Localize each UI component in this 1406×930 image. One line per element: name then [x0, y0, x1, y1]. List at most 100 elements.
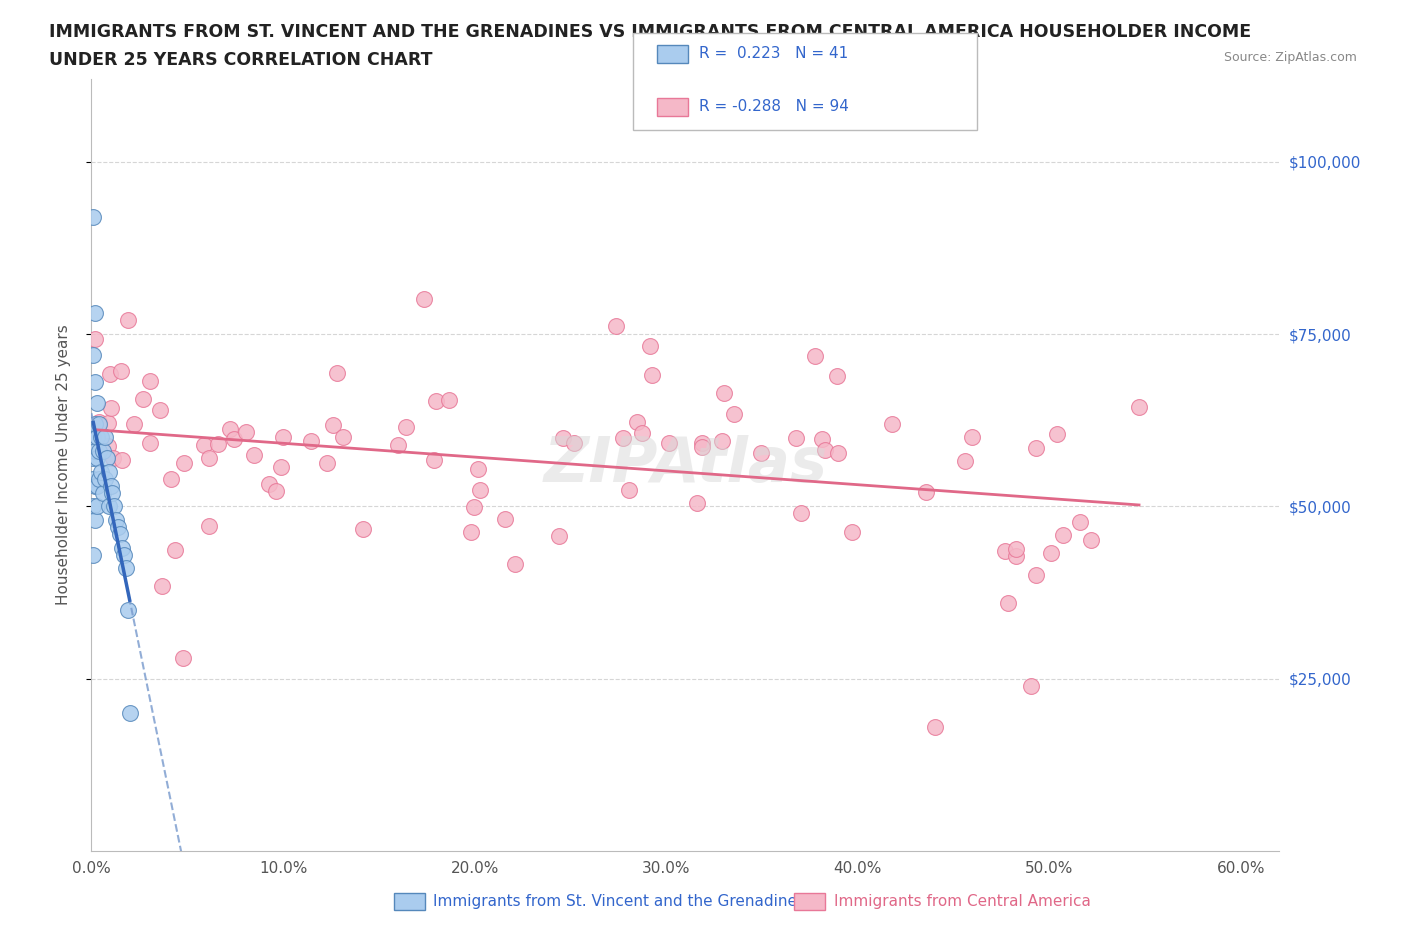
Point	[198, 518, 221, 533]
Point	[1039, 546, 1062, 561]
Point	[101, 485, 124, 500]
Point	[117, 603, 139, 618]
Point	[751, 445, 773, 460]
Point	[160, 472, 183, 486]
Text: R = -0.288   N = 94: R = -0.288 N = 94	[699, 100, 849, 114]
Point	[100, 478, 122, 493]
Point	[97, 438, 120, 453]
Point	[96, 451, 118, 466]
Point	[924, 720, 946, 735]
Text: UNDER 25 YEARS CORRELATION CHART: UNDER 25 YEARS CORRELATION CHART	[49, 51, 433, 69]
Point	[422, 452, 444, 467]
Point	[103, 450, 125, 465]
Point	[87, 415, 110, 430]
Point	[322, 418, 344, 432]
Point	[612, 431, 634, 445]
Point	[97, 464, 120, 479]
Point	[503, 557, 526, 572]
Point	[82, 430, 104, 445]
Text: Immigrants from St. Vincent and the Grenadines: Immigrants from St. Vincent and the Gren…	[433, 894, 806, 909]
Point	[437, 392, 460, 407]
Point	[86, 430, 108, 445]
Point	[107, 520, 129, 535]
Point	[564, 436, 586, 451]
Text: Immigrants from Central America: Immigrants from Central America	[834, 894, 1091, 909]
Text: IMMIGRANTS FROM ST. VINCENT AND THE GRENADINES VS IMMIGRANTS FROM CENTRAL AMERIC: IMMIGRANTS FROM ST. VINCENT AND THE GREN…	[49, 23, 1251, 41]
Point	[804, 349, 827, 364]
Point	[1025, 441, 1047, 456]
Point	[953, 454, 976, 469]
Point	[316, 456, 339, 471]
Point	[425, 394, 447, 409]
Point	[82, 209, 104, 224]
Point	[638, 339, 661, 353]
Point	[325, 365, 347, 380]
Point	[1004, 549, 1026, 564]
Point	[825, 368, 848, 383]
Point	[84, 478, 107, 493]
Point	[111, 540, 134, 555]
Point	[86, 478, 108, 493]
Point	[87, 472, 110, 486]
Point	[710, 433, 733, 448]
Point	[547, 528, 569, 543]
Point	[332, 430, 354, 445]
Point	[1052, 528, 1074, 543]
Point	[82, 347, 104, 362]
Point	[463, 499, 485, 514]
Point	[138, 374, 160, 389]
Point	[395, 419, 418, 434]
Point	[1019, 678, 1042, 693]
Point	[122, 416, 145, 431]
Point	[115, 561, 138, 576]
Point	[630, 426, 652, 441]
Point	[460, 525, 482, 539]
Point	[87, 417, 110, 432]
Point	[90, 430, 112, 445]
Text: ZIPAtlas: ZIPAtlas	[543, 435, 828, 495]
Point	[149, 402, 172, 417]
Point	[960, 429, 983, 444]
Point	[172, 651, 194, 666]
Point	[100, 366, 122, 381]
Point	[658, 436, 681, 451]
Point	[352, 522, 374, 537]
Point	[94, 472, 117, 486]
Y-axis label: Householder Income Under 25 years: Householder Income Under 25 years	[56, 325, 70, 605]
Point	[218, 421, 240, 436]
Point	[117, 312, 139, 327]
Point	[1069, 514, 1091, 529]
Point	[617, 483, 640, 498]
Point	[494, 512, 516, 526]
Point	[84, 375, 107, 390]
Point	[1004, 541, 1026, 556]
Point	[100, 401, 122, 416]
Point	[163, 542, 186, 557]
Point	[103, 498, 125, 513]
Point	[994, 543, 1017, 558]
Point	[811, 432, 834, 446]
Point	[105, 512, 128, 527]
Text: Source: ZipAtlas.com: Source: ZipAtlas.com	[1223, 51, 1357, 64]
Point	[87, 444, 110, 458]
Point	[257, 477, 280, 492]
Point	[91, 485, 114, 500]
Point	[686, 496, 709, 511]
Point	[413, 292, 436, 307]
Point	[827, 445, 849, 460]
Point	[690, 435, 713, 450]
Point	[112, 547, 135, 562]
Point	[139, 436, 162, 451]
Point	[84, 417, 107, 432]
Point	[1128, 400, 1150, 415]
Point	[467, 461, 489, 476]
Point	[271, 430, 294, 445]
Point	[84, 332, 107, 347]
Point	[84, 306, 107, 321]
Point	[84, 444, 107, 458]
Point	[173, 456, 195, 471]
Point	[470, 483, 492, 498]
Point	[207, 436, 229, 451]
Text: R =  0.223   N = 41: R = 0.223 N = 41	[699, 46, 848, 61]
Point	[243, 448, 266, 463]
